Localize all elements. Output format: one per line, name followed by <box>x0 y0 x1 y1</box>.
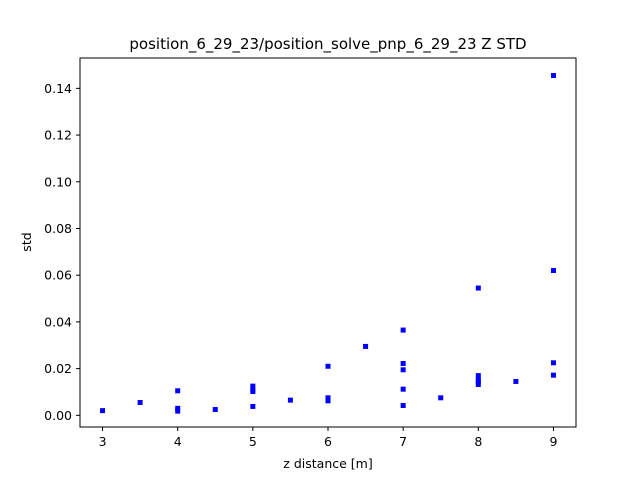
y-tick-label: 0.12 <box>44 128 72 143</box>
x-axis-label: z distance [m] <box>283 456 372 471</box>
x-tick-label: 3 <box>99 434 107 449</box>
x-tick-label: 9 <box>549 434 557 449</box>
data-point <box>100 408 106 414</box>
y-tick-label: 0.08 <box>44 221 72 236</box>
data-point <box>438 395 444 401</box>
chart-title: position_6_29_23/position_solve_pnp_6_29… <box>129 35 526 54</box>
data-point <box>325 398 331 404</box>
x-tick-label: 8 <box>474 434 482 449</box>
data-point <box>175 408 181 414</box>
data-point <box>475 378 481 384</box>
x-tick-label: 4 <box>174 434 182 449</box>
y-tick-label: 0.04 <box>44 314 72 329</box>
data-point <box>400 403 406 409</box>
x-tick-label: 5 <box>249 434 257 449</box>
data-point <box>175 388 181 394</box>
x-tick-label: 7 <box>399 434 407 449</box>
data-point <box>475 381 481 387</box>
y-tick-label: 0.02 <box>44 361 72 376</box>
data-point <box>250 389 256 395</box>
data-point <box>513 378 519 384</box>
y-tick-label: 0.00 <box>44 408 72 423</box>
data-point <box>325 363 331 369</box>
data-point <box>550 360 556 366</box>
plot-area: 3 4 5 6 7 8 9 0.00 0.02 0.04 0.06 0.08 0.10 0.12 0.14 <box>44 73 557 449</box>
plot-frame <box>79 57 577 428</box>
data-point <box>175 405 181 411</box>
data-point <box>250 403 256 409</box>
x-tick-label: 6 <box>324 434 332 449</box>
data-point <box>363 343 369 349</box>
data-point <box>400 386 406 392</box>
data-point <box>550 73 556 79</box>
data-point <box>475 285 481 291</box>
data-point <box>287 397 293 403</box>
data-point <box>400 360 406 366</box>
data-point <box>325 395 331 401</box>
y-tick-label: 0.06 <box>44 268 72 283</box>
data-point <box>400 327 406 333</box>
data-point <box>550 268 556 274</box>
data-point <box>137 399 143 405</box>
y-axis-label: std <box>19 232 34 251</box>
data-point <box>250 383 256 389</box>
data-point <box>475 373 481 379</box>
data-point <box>212 406 218 412</box>
y-tick-label: 0.10 <box>44 174 72 189</box>
y-tick-label: 0.14 <box>44 81 72 96</box>
data-point <box>550 372 556 378</box>
data-point <box>400 367 406 373</box>
